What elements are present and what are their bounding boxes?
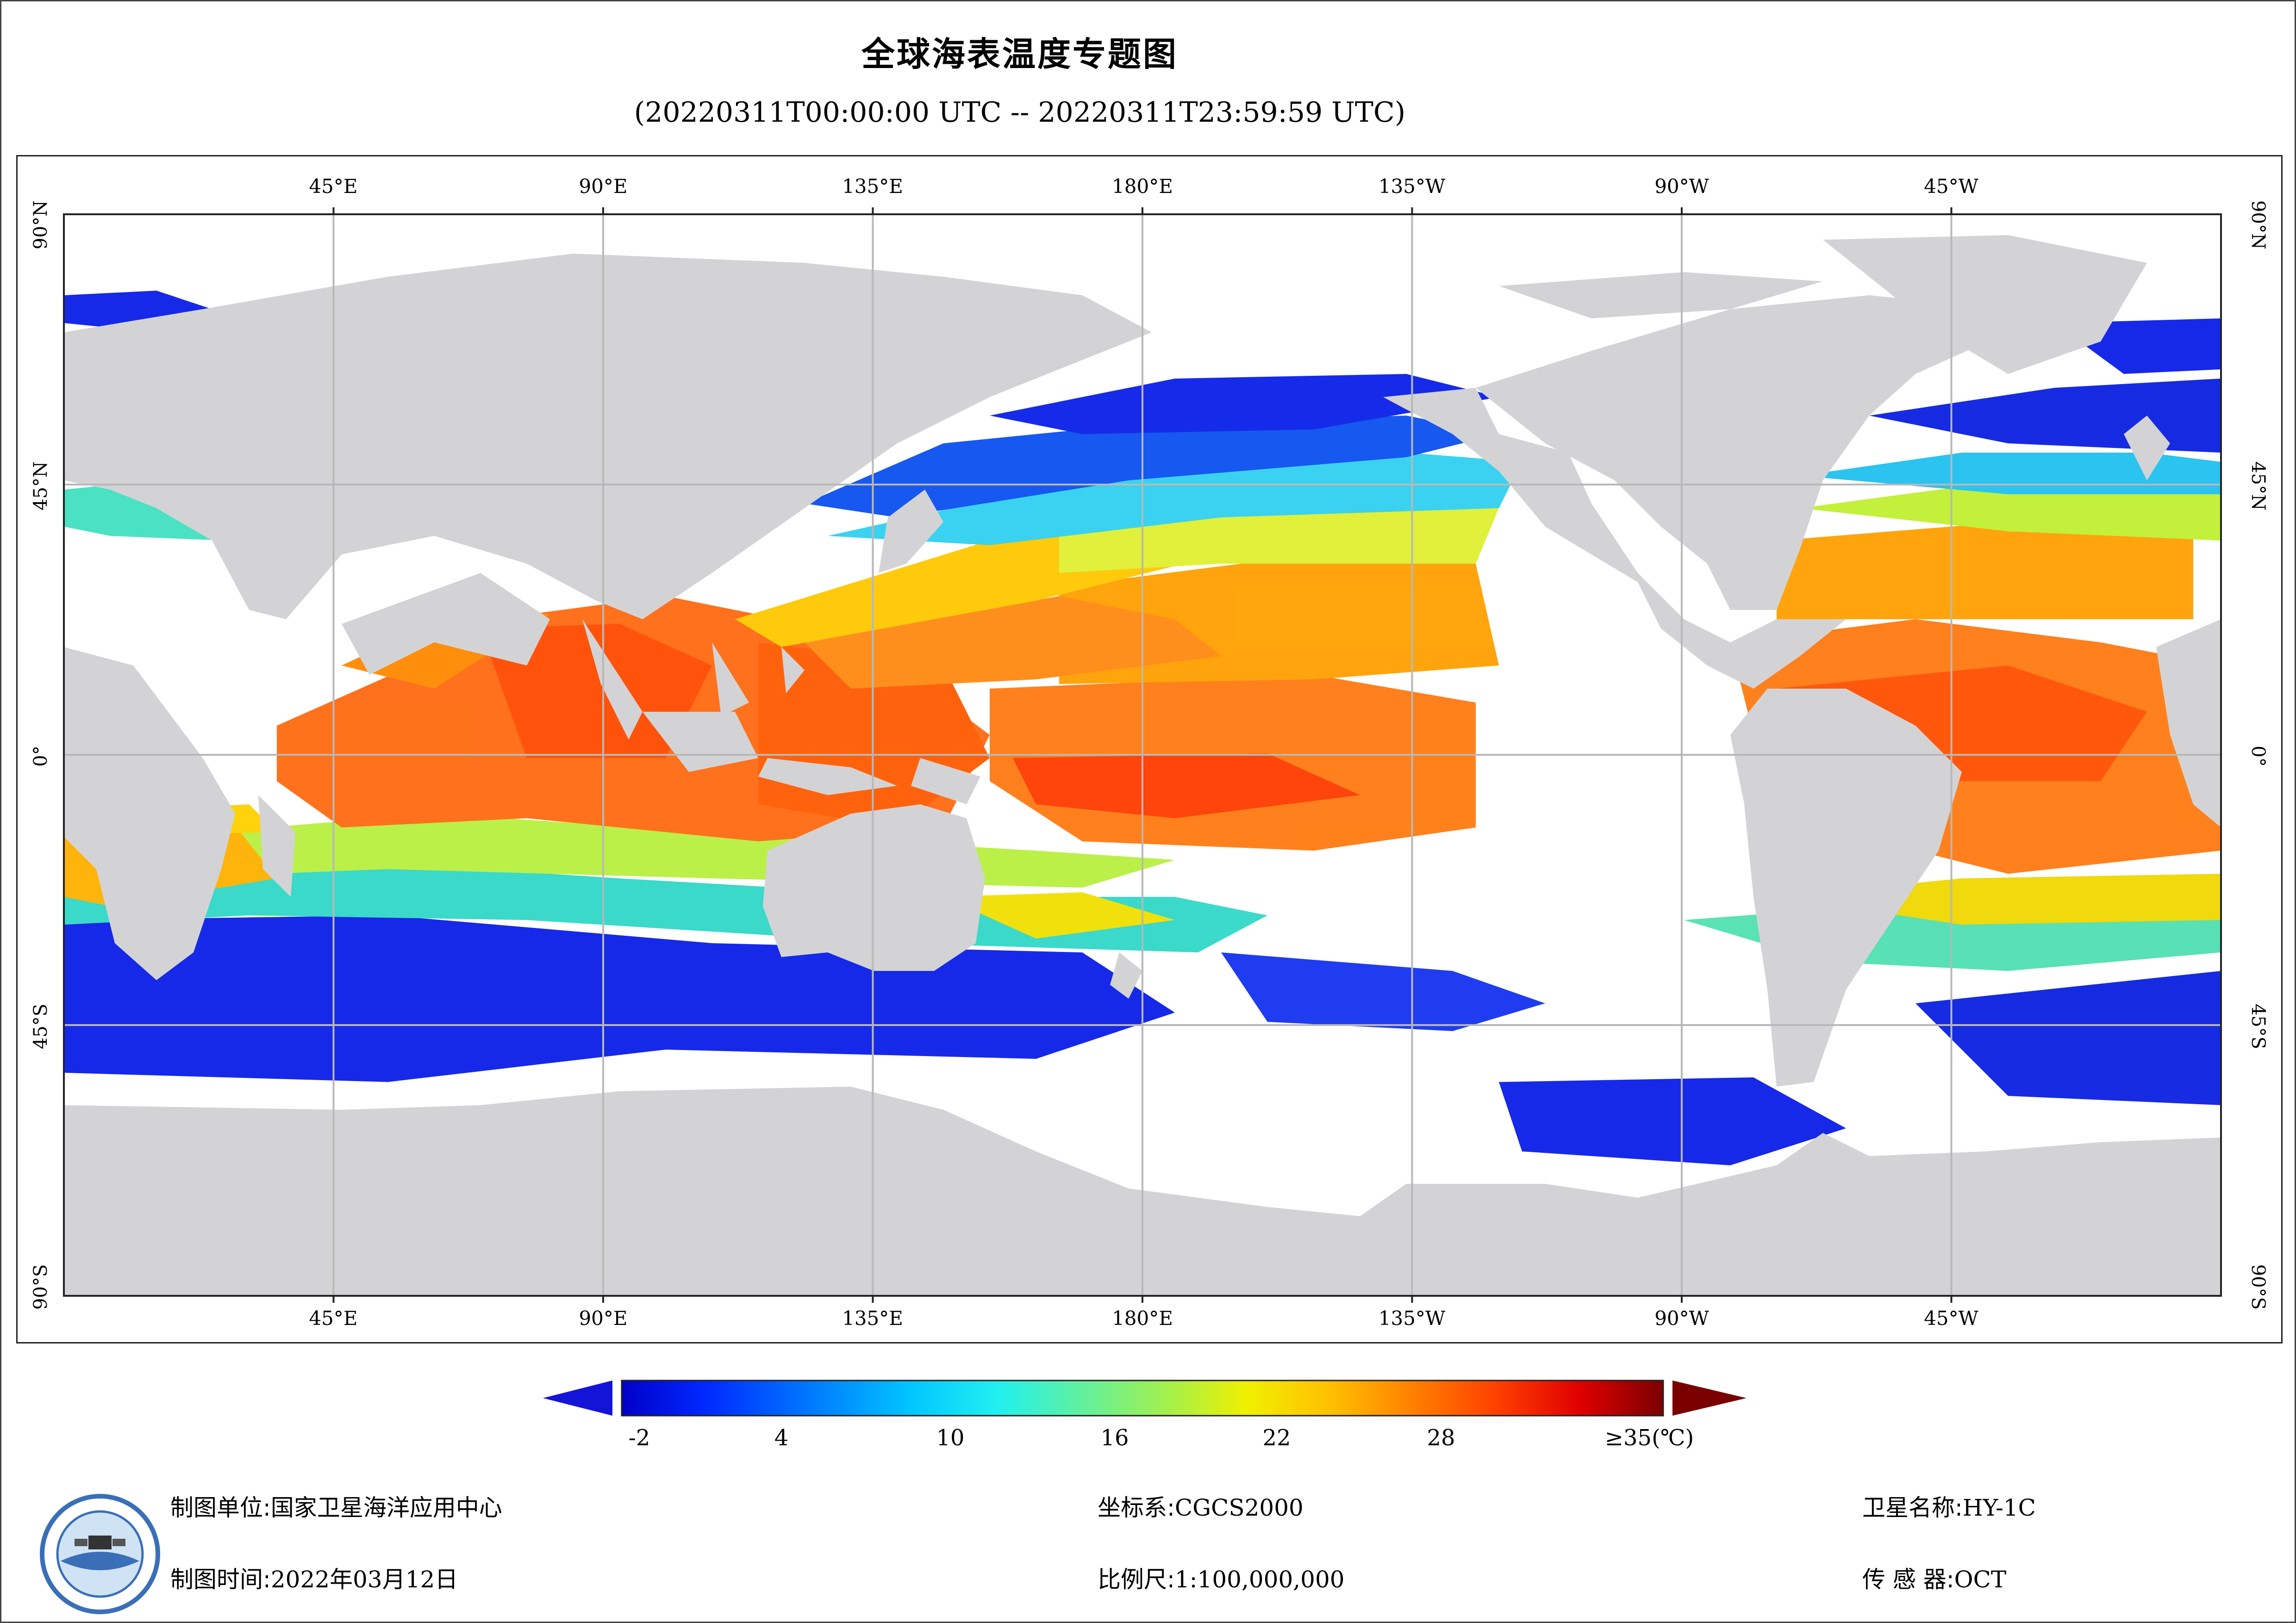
lon-label-bottom: 90°E	[579, 1307, 628, 1330]
lat-label-left: 45°N	[30, 461, 51, 510]
colorbar-tick-label: 22	[1262, 1425, 1291, 1451]
colorbar-under-arrow	[543, 1380, 612, 1416]
lat-label-right: 90°N	[2247, 200, 2269, 249]
footer-satellite-value: HY-1C	[1962, 1494, 2036, 1521]
lon-label-top: 90°E	[579, 175, 628, 198]
footer-crs: 坐标系:CGCS2000	[1098, 1489, 1304, 1523]
footer-sensor: 传 感 器:OCT	[1862, 1561, 2006, 1594]
lon-label-bottom: 135°W	[1378, 1307, 1446, 1330]
lon-label-bottom: 45°E	[309, 1307, 358, 1330]
footer-unit-value: 国家卫星海洋应用中心	[270, 1494, 502, 1521]
lat-label-left: 90°N	[30, 200, 51, 249]
map-frame: 45°E 90°E 135°E 180°E 135°W 90°W 45°W 45…	[16, 155, 2283, 1343]
time-range-subtitle: (20220311T00:00:00 UTC -- 20220311T23:59…	[634, 96, 1406, 129]
lon-label-top: 90°W	[1654, 175, 1709, 198]
colorbar-over-arrow	[1672, 1380, 1747, 1416]
graticule	[64, 214, 2221, 1296]
lat-label-right: 90°S	[2247, 1264, 2269, 1310]
lat-label-left: 45°S	[30, 1003, 51, 1050]
lat-label-left: 90°S	[30, 1264, 51, 1310]
page-title: 全球海表温度专题图	[861, 35, 1178, 74]
footer-scale-value: 1:100,000,000	[1174, 1566, 1345, 1593]
lon-label-top: 45°W	[1924, 175, 1978, 198]
footer-time-value: 2022年03月12日	[270, 1566, 458, 1593]
lat-label-right: 45°N	[2247, 461, 2269, 510]
footer-sensor-label: 传 感 器:	[1862, 1566, 1954, 1593]
footer-satellite: 卫星名称:HY-1C	[1862, 1489, 2036, 1523]
footer-crs-value: CGCS2000	[1174, 1494, 1304, 1521]
footer-scale-label: 比例尺:	[1098, 1566, 1175, 1593]
nsoas-logo	[40, 1494, 160, 1614]
lon-label-top: 180°E	[1112, 175, 1173, 198]
footer-sensor-value: OCT	[1954, 1566, 2007, 1593]
footer-crs-label: 坐标系:	[1098, 1494, 1175, 1521]
lat-label-right: 0°	[2247, 746, 2269, 767]
footer-time: 制图时间:2022年03月12日	[170, 1561, 458, 1594]
sst-map	[63, 207, 2222, 1303]
lon-label-top: 45°E	[309, 175, 358, 198]
colorbar	[543, 1380, 1747, 1417]
lon-label-top: 135°E	[842, 175, 903, 198]
footer-scale: 比例尺:1:100,000,000	[1098, 1561, 1345, 1594]
colorbar-tick-label: 28	[1427, 1425, 1455, 1451]
footer-unit: 制图单位:国家卫星海洋应用中心	[170, 1489, 502, 1523]
map-ticks	[332, 207, 1953, 1303]
colorbar-gradient	[621, 1380, 1664, 1417]
footer-unit-label: 制图单位:	[170, 1494, 271, 1521]
lat-label-right: 45°S	[2247, 1003, 2269, 1050]
lon-label-bottom: 90°W	[1654, 1307, 1709, 1330]
colorbar-max-label: ≥35(℃)	[1604, 1425, 1694, 1451]
colorbar-tick-label: -2	[628, 1425, 650, 1451]
lon-label-bottom: 135°E	[842, 1307, 903, 1330]
colorbar-tick-label: 10	[936, 1425, 965, 1451]
lat-label-left: 0°	[30, 746, 51, 767]
lon-label-top: 135°W	[1378, 175, 1446, 198]
colorbar-tick-label: 16	[1100, 1425, 1129, 1451]
colorbar-tick-label: 4	[774, 1425, 789, 1451]
lon-label-bottom: 180°E	[1112, 1307, 1173, 1330]
footer-time-label: 制图时间:	[170, 1566, 271, 1593]
lon-label-bottom: 45°W	[1924, 1307, 1978, 1330]
footer-satellite-label: 卫星名称:	[1862, 1494, 1963, 1521]
